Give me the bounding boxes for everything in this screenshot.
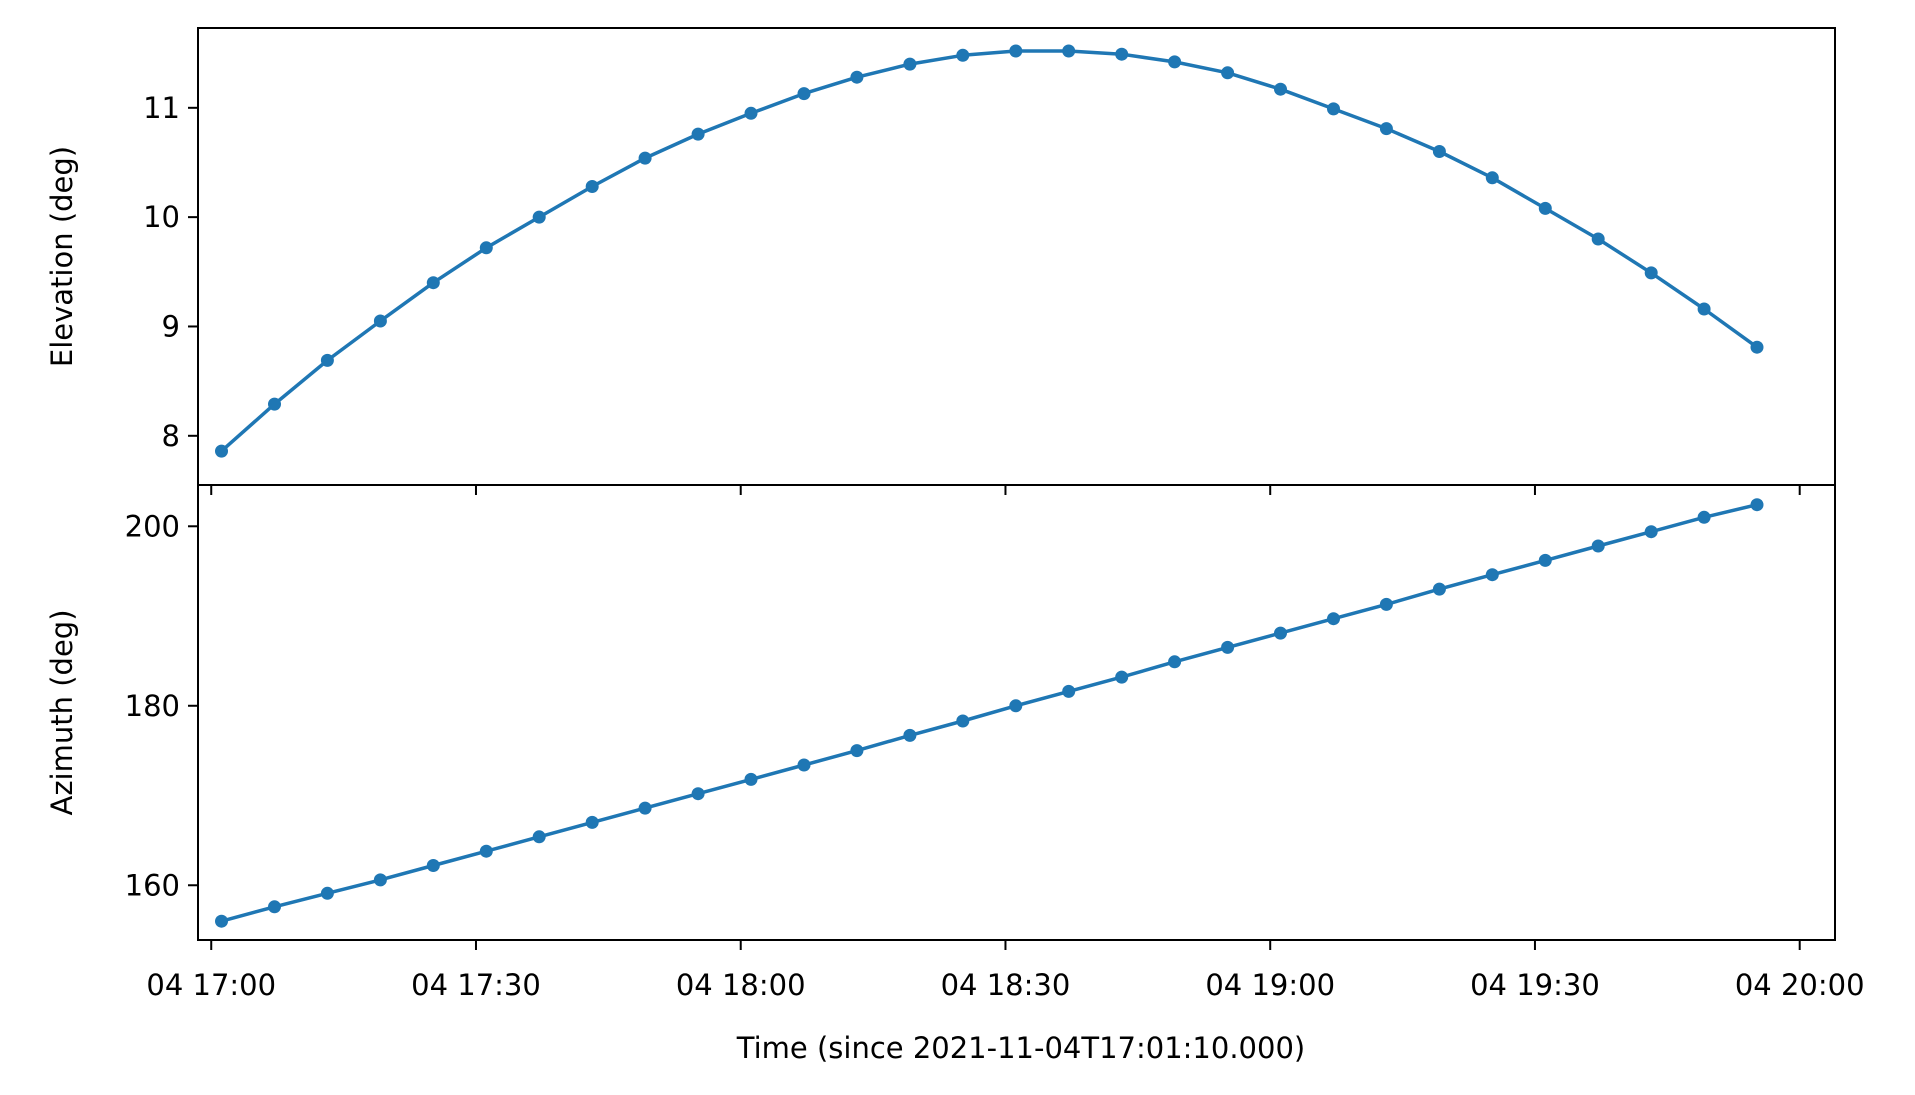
elevation-point: [373, 314, 387, 328]
azimuth-point: [638, 801, 652, 815]
elevation-point: [1379, 122, 1393, 136]
azimuth-point: [1221, 640, 1235, 654]
azimuth-x-ticks: [210, 940, 1801, 950]
elevation-point: [1697, 302, 1711, 316]
azimuth-point: [320, 886, 334, 900]
azimuth-point: [850, 744, 864, 758]
elevation-point: [1644, 266, 1658, 280]
x-tick-labels: 04 17:00 04 17:30 04 18:00 04 18:30 04 19:00…: [146, 968, 1864, 1002]
x-tick-label: 04 17:00: [146, 968, 276, 1002]
elevation-point: [691, 127, 705, 141]
azimuth-point: [691, 787, 705, 801]
elevation-y-axis-label: Elevation (deg): [45, 146, 79, 367]
azimuth-point: [585, 815, 599, 829]
x-tick-label: 04 18:30: [941, 968, 1071, 1002]
elevation-point: [1274, 82, 1287, 96]
elevation-y-tick-label: 9: [162, 309, 180, 343]
azimuth-point: [956, 714, 970, 728]
azimuth-point: [479, 844, 493, 858]
azimuth-plot-frame: [197, 484, 1836, 941]
elevation-point: [1009, 44, 1023, 58]
elevation-series: [215, 44, 1764, 458]
elevation-point: [1750, 340, 1764, 354]
azimuth-point: [1485, 568, 1499, 582]
elevation-point: [585, 180, 599, 193]
elevation-point: [1485, 171, 1499, 185]
azimuth-point: [1115, 670, 1129, 684]
elevation-point: [850, 70, 864, 84]
azimuth-point: [426, 859, 440, 872]
elevation-point: [1591, 232, 1605, 246]
azimuth-point: [744, 772, 758, 786]
azimuth-point: [373, 873, 387, 887]
azimuth-point: [1591, 539, 1605, 553]
elevation-point: [1327, 102, 1340, 116]
x-axis-label: Time (since 2021-11-04T17:01:10.000): [736, 1031, 1305, 1065]
azimuth-point: [1432, 582, 1446, 596]
elevation-point: [268, 397, 281, 411]
elevation-point: [1221, 66, 1235, 80]
azimuth-y-tick-label: 160: [125, 868, 180, 902]
azimuth-point: [1538, 553, 1552, 567]
elevation-point: [426, 276, 440, 290]
elevation-point: [1168, 55, 1182, 69]
azimuth-y-tick-label: 200: [125, 509, 180, 543]
elevation-point: [744, 106, 758, 120]
elevation-subplot: 8 9 10 11 Elevation (deg): [45, 27, 1836, 495]
azimuth-point: [1009, 699, 1023, 713]
azimuth-point: [1274, 626, 1287, 640]
elevation-point: [532, 210, 546, 224]
azimuth-point: [1168, 655, 1182, 669]
elevation-point: [1432, 145, 1446, 158]
elevation-point: [638, 151, 652, 165]
azimuth-point: [1062, 684, 1076, 698]
elevation-y-tick-label: 10: [143, 200, 180, 234]
azimuth-point: [1750, 498, 1764, 512]
x-tick-label: 04 20:00: [1735, 968, 1865, 1002]
x-tick-label: 04 18:00: [676, 968, 806, 1002]
azimuth-subplot: 160 180 200 Azimuth (deg): [45, 484, 1836, 950]
azimuth-y-ticks: 160 180 200: [125, 509, 198, 902]
azimuth-series: [215, 498, 1764, 928]
elevation-point: [956, 48, 970, 62]
azimuth-point: [532, 830, 546, 844]
azimuth-point: [215, 914, 228, 928]
elevation-point: [1538, 201, 1552, 215]
azimuth-point: [1644, 525, 1658, 539]
elevation-plot-frame: [197, 27, 1836, 486]
azimuth-y-tick-label: 180: [125, 689, 180, 723]
azimuth-line: [221, 502, 1758, 923]
azimuth-point: [903, 728, 917, 742]
elevation-point: [1062, 44, 1076, 58]
elevation-point: [479, 241, 493, 255]
x-tick-label: 04 19:30: [1470, 968, 1600, 1002]
azimuth-y-axis-label: Azimuth (deg): [45, 609, 79, 815]
azimuth-point: [1327, 612, 1340, 626]
elevation-line: [220, 49, 1759, 453]
elevation-y-tick-label: 8: [162, 419, 180, 453]
elevation-point: [1115, 47, 1129, 61]
elevation-y-tick-label: 11: [143, 91, 180, 125]
elevation-point: [215, 444, 228, 458]
azimuth-point: [1379, 597, 1393, 611]
azimuth-point: [797, 758, 811, 772]
elevation-point: [320, 353, 334, 367]
elevation-x-ticks: [210, 485, 1801, 495]
azimuth-point: [1697, 510, 1711, 524]
azimuth-point: [268, 900, 281, 914]
x-tick-label: 04 19:00: [1205, 968, 1335, 1002]
elevation-point: [903, 57, 917, 71]
elevation-point: [797, 87, 811, 101]
x-tick-label: 04 17:30: [411, 968, 541, 1002]
elevation-y-ticks: 8 9 10 11: [143, 91, 198, 453]
